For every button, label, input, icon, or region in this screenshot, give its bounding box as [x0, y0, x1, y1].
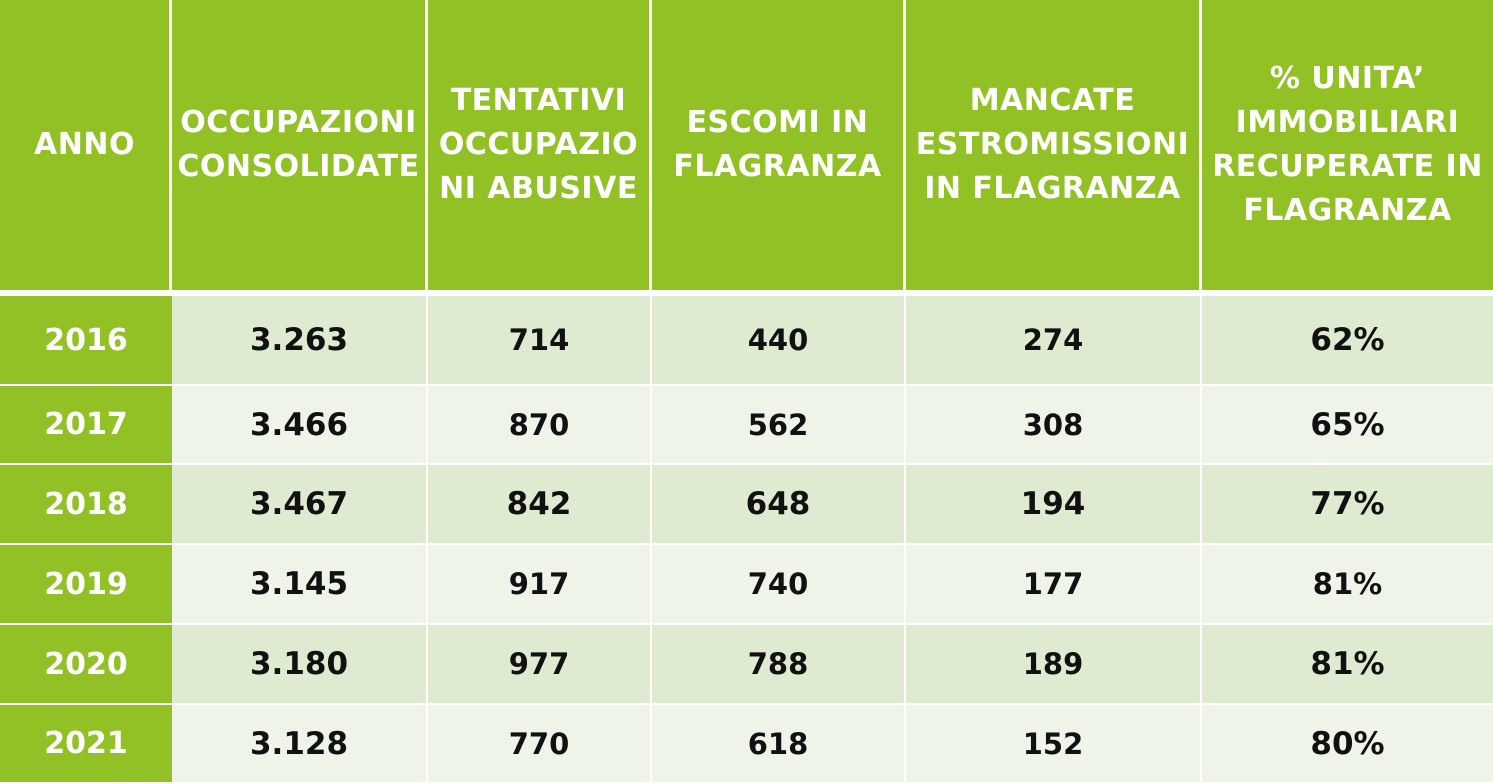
year-cell: 2019	[0, 545, 172, 625]
table-cell: 152	[906, 705, 1202, 784]
year-cell: 2021	[0, 705, 172, 784]
table-cell: 65%	[1202, 386, 1493, 465]
table-cell: 80%	[1202, 705, 1493, 784]
table-cell: 440	[652, 296, 906, 386]
table-cell: 917	[428, 545, 652, 625]
header-percent-unita-recuperate: % UNITA’ IMMOBILIARI RECUPERATE IN FLAGR…	[1202, 0, 1493, 296]
table-cell: 3.467	[172, 465, 428, 545]
header-occupazioni-consolidate: OCCUPAZIONI CONSOLIDATE	[172, 0, 428, 296]
table-cell: 648	[652, 465, 906, 545]
table-cell: 714	[428, 296, 652, 386]
table-cell: 3.263	[172, 296, 428, 386]
table-cell: 740	[652, 545, 906, 625]
table-cell: 81%	[1202, 625, 1493, 705]
table-cell: 788	[652, 625, 906, 705]
table-cell: 562	[652, 386, 906, 465]
year-cell: 2020	[0, 625, 172, 705]
table-cell: 842	[428, 465, 652, 545]
table-cell: 3.128	[172, 705, 428, 784]
year-cell: 2018	[0, 465, 172, 545]
table-cell: 177	[906, 545, 1202, 625]
table-cell: 3.180	[172, 625, 428, 705]
table-cell: 3.145	[172, 545, 428, 625]
table-cell: 62%	[1202, 296, 1493, 386]
header-anno: ANNO	[0, 0, 172, 296]
header-escomi-in-flagranza: ESCOMI IN FLAGRANZA	[652, 0, 906, 296]
table-cell: 770	[428, 705, 652, 784]
table-cell: 189	[906, 625, 1202, 705]
year-cell: 2016	[0, 296, 172, 386]
table-cell: 274	[906, 296, 1202, 386]
table-cell: 308	[906, 386, 1202, 465]
header-mancate-estromissioni: MANCATE ESTROMISSIONI IN FLAGRANZA	[906, 0, 1202, 296]
table-cell: 3.466	[172, 386, 428, 465]
header-tentativi-occupazioni-abusive: TENTATIVI OCCUPAZIO NI ABUSIVE	[428, 0, 652, 296]
table-cell: 870	[428, 386, 652, 465]
table-cell: 977	[428, 625, 652, 705]
table-cell: 77%	[1202, 465, 1493, 545]
table-cell: 194	[906, 465, 1202, 545]
year-cell: 2017	[0, 386, 172, 465]
table-cell: 618	[652, 705, 906, 784]
table-cell: 81%	[1202, 545, 1493, 625]
